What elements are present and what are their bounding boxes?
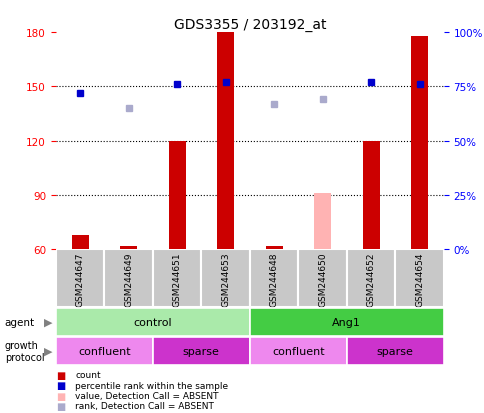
- Text: GSM244648: GSM244648: [269, 252, 278, 306]
- Bar: [168, 142, 185, 250]
- Text: confluent: confluent: [272, 346, 324, 356]
- Bar: [152, 250, 201, 308]
- Text: ■: ■: [56, 401, 65, 411]
- Bar: [346, 250, 394, 308]
- Text: ■: ■: [56, 370, 65, 380]
- Bar: [249, 250, 298, 308]
- Text: agent: agent: [5, 317, 35, 327]
- Bar: [201, 250, 249, 308]
- Bar: [104, 250, 152, 308]
- Text: ■: ■: [56, 391, 65, 401]
- Bar: [120, 246, 136, 250]
- Text: GSM244649: GSM244649: [124, 252, 133, 306]
- Bar: [298, 250, 346, 308]
- Bar: [410, 37, 427, 250]
- Bar: [314, 194, 330, 250]
- Bar: [152, 337, 249, 365]
- Text: Ang1: Ang1: [332, 317, 361, 327]
- Text: count: count: [75, 370, 101, 380]
- Text: GSM244650: GSM244650: [318, 252, 326, 306]
- Text: rank, Detection Call = ABSENT: rank, Detection Call = ABSENT: [75, 401, 213, 411]
- Text: sparse: sparse: [376, 346, 413, 356]
- Bar: [72, 235, 89, 250]
- Bar: [56, 250, 104, 308]
- Bar: [265, 246, 282, 250]
- Bar: [394, 250, 443, 308]
- Text: percentile rank within the sample: percentile rank within the sample: [75, 381, 228, 390]
- Text: GSM244654: GSM244654: [414, 252, 423, 306]
- Text: value, Detection Call = ABSENT: value, Detection Call = ABSENT: [75, 391, 218, 400]
- Bar: [56, 337, 152, 365]
- Text: control: control: [133, 317, 172, 327]
- Text: GSM244652: GSM244652: [366, 252, 375, 306]
- Text: sparse: sparse: [182, 346, 219, 356]
- Title: GDS3355 / 203192_at: GDS3355 / 203192_at: [173, 18, 325, 32]
- Text: GSM244647: GSM244647: [76, 252, 84, 306]
- Text: GSM244651: GSM244651: [172, 252, 181, 306]
- Text: ▶: ▶: [44, 346, 52, 356]
- Text: GSM244653: GSM244653: [221, 252, 229, 306]
- Bar: [346, 337, 443, 365]
- Text: ■: ■: [56, 380, 65, 390]
- Bar: [56, 308, 249, 336]
- Bar: [217, 33, 234, 250]
- Text: ▶: ▶: [44, 317, 52, 327]
- Text: growth
protocol: growth protocol: [5, 340, 45, 362]
- Text: confluent: confluent: [78, 346, 130, 356]
- Bar: [362, 142, 378, 250]
- Bar: [249, 337, 346, 365]
- Bar: [249, 308, 443, 336]
